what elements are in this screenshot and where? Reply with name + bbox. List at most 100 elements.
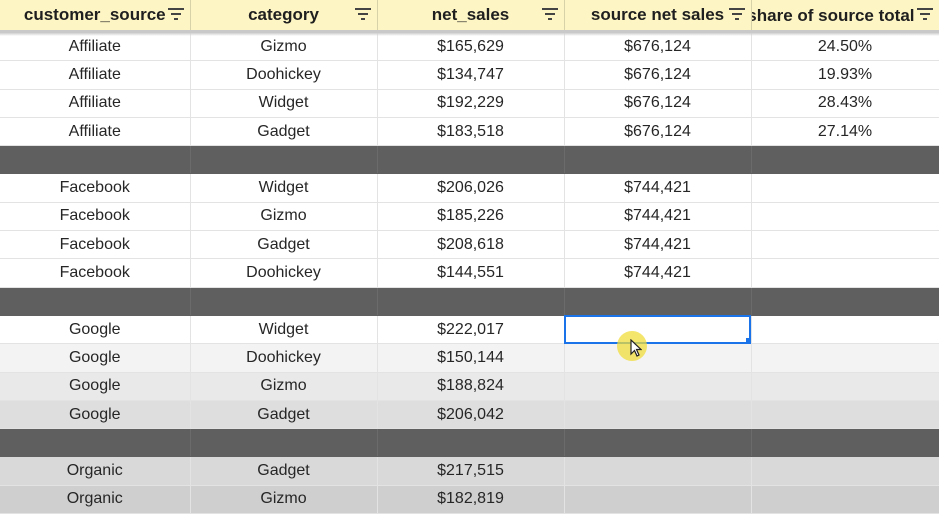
customer-source-cell[interactable]: Google: [0, 372, 191, 401]
source-net-sales-cell[interactable]: $676,124: [564, 89, 752, 118]
source-net-sales-cell[interactable]: [564, 343, 752, 373]
category-cell[interactable]: Doohickey: [190, 60, 378, 90]
category-cell[interactable]: Gadget: [190, 456, 378, 486]
frozen-header-shadow: [0, 33, 939, 36]
category-cell[interactable]: Gizmo: [190, 372, 378, 401]
share-of-source-total-cell[interactable]: [751, 258, 939, 288]
separator-cell[interactable]: [564, 287, 752, 316]
table-row: Google Widget $222,017: [0, 315, 939, 345]
share-of-source-total-cell[interactable]: 24.50%: [751, 31, 939, 62]
source-net-sales-cell[interactable]: $744,421: [564, 202, 752, 232]
separator-cell[interactable]: [190, 145, 378, 175]
net-sales-cell[interactable]: $150,144: [377, 343, 565, 373]
category-cell[interactable]: Gizmo: [190, 202, 378, 232]
separator-cell[interactable]: [377, 428, 565, 458]
customer-source-cell[interactable]: Facebook: [0, 230, 191, 260]
net-sales-cell[interactable]: $206,042: [377, 400, 565, 430]
source-net-sales-cell[interactable]: $676,124: [564, 31, 752, 62]
customer-source-cell[interactable]: Affiliate: [0, 60, 191, 90]
category-cell[interactable]: Doohickey: [190, 343, 378, 373]
selected-cell[interactable]: [564, 315, 752, 345]
share-of-source-total-cell[interactable]: [751, 173, 939, 203]
customer-source-cell[interactable]: Organic: [0, 456, 191, 486]
source-net-sales-cell[interactable]: $744,421: [564, 230, 752, 260]
column-header-customer-source[interactable]: customer_source: [0, 0, 191, 33]
net-sales-cell[interactable]: $188,824: [377, 372, 565, 401]
separator-cell[interactable]: [751, 145, 939, 175]
column-header-net-sales[interactable]: net_sales: [377, 0, 565, 33]
category-cell[interactable]: Gadget: [190, 117, 378, 147]
separator-cell[interactable]: [0, 428, 191, 458]
source-net-sales-cell[interactable]: [564, 400, 752, 430]
separator-cell[interactable]: [564, 145, 752, 175]
separator-cell[interactable]: [190, 428, 378, 458]
customer-source-cell[interactable]: Affiliate: [0, 89, 191, 118]
source-net-sales-cell[interactable]: $744,421: [564, 258, 752, 288]
customer-source-cell[interactable]: Organic: [0, 485, 191, 515]
customer-source-cell[interactable]: Google: [0, 343, 191, 373]
share-of-source-total-cell[interactable]: 27.14%: [751, 117, 939, 147]
category-cell[interactable]: Gizmo: [190, 31, 378, 62]
filter-icon[interactable]: [354, 8, 371, 20]
share-of-source-total-cell[interactable]: 19.93%: [751, 60, 939, 90]
net-sales-cell[interactable]: $144,551: [377, 258, 565, 288]
share-of-source-total-cell[interactable]: [751, 202, 939, 232]
net-sales-cell[interactable]: $182,819: [377, 485, 565, 515]
separator-cell[interactable]: [190, 287, 378, 316]
customer-source-cell[interactable]: Google: [0, 400, 191, 430]
customer-source-cell[interactable]: Facebook: [0, 202, 191, 232]
source-net-sales-cell[interactable]: $676,124: [564, 117, 752, 147]
source-net-sales-cell[interactable]: $676,124: [564, 60, 752, 90]
customer-source-cell[interactable]: Affiliate: [0, 117, 191, 147]
separator-cell[interactable]: [564, 428, 752, 458]
net-sales-cell[interactable]: $208,618: [377, 230, 565, 260]
filter-icon[interactable]: [728, 8, 745, 20]
net-sales-cell[interactable]: $185,226: [377, 202, 565, 232]
filter-icon[interactable]: [541, 8, 558, 20]
customer-source-cell[interactable]: Affiliate: [0, 31, 191, 62]
category-cell[interactable]: Gadget: [190, 230, 378, 260]
fill-handle[interactable]: [745, 338, 750, 343]
category-cell[interactable]: Widget: [190, 315, 378, 345]
share-of-source-total-cell[interactable]: [751, 485, 939, 515]
column-header-share-of-source-total[interactable]: share of source total: [751, 0, 939, 33]
category-cell[interactable]: Widget: [190, 89, 378, 118]
net-sales-cell[interactable]: $165,629: [377, 31, 565, 62]
column-header-category[interactable]: category: [190, 0, 378, 33]
source-net-sales-cell[interactable]: $744,421: [564, 173, 752, 203]
table-row: Affiliate Gizmo $165,629 $676,124 24.50%: [0, 31, 939, 62]
separator-cell[interactable]: [377, 287, 565, 316]
customer-source-cell[interactable]: Facebook: [0, 173, 191, 203]
column-header-source-net-sales[interactable]: source net sales: [564, 0, 752, 33]
category-cell[interactable]: Widget: [190, 173, 378, 203]
customer-source-cell[interactable]: Google: [0, 315, 191, 345]
separator-cell[interactable]: [751, 428, 939, 458]
net-sales-cell[interactable]: $206,026: [377, 173, 565, 203]
separator-cell[interactable]: [0, 145, 191, 175]
category-cell[interactable]: Gadget: [190, 400, 378, 430]
net-sales-cell[interactable]: $134,747: [377, 60, 565, 90]
net-sales-cell[interactable]: $183,518: [377, 117, 565, 147]
separator-cell[interactable]: [751, 287, 939, 316]
source-net-sales-cell[interactable]: [564, 456, 752, 486]
separator-cell[interactable]: [377, 145, 565, 175]
share-of-source-total-cell[interactable]: [751, 456, 939, 486]
share-of-source-total-cell[interactable]: [751, 400, 939, 430]
share-of-source-total-cell[interactable]: [751, 343, 939, 373]
filter-icon[interactable]: [916, 8, 933, 20]
category-cell[interactable]: Gizmo: [190, 485, 378, 515]
separator-cell[interactable]: [0, 287, 191, 316]
source-net-sales-cell[interactable]: [564, 372, 752, 401]
share-of-source-total-cell[interactable]: [751, 230, 939, 260]
category-cell[interactable]: Doohickey: [190, 258, 378, 288]
source-net-sales-cell[interactable]: [564, 485, 752, 515]
filter-icon[interactable]: [167, 8, 184, 20]
net-sales-cell[interactable]: $192,229: [377, 89, 565, 118]
net-sales-cell[interactable]: $217,515: [377, 456, 565, 486]
share-of-source-total-cell[interactable]: [751, 372, 939, 401]
net-sales-cell[interactable]: $222,017: [377, 315, 565, 345]
share-of-source-total-cell[interactable]: [751, 315, 939, 345]
customer-source-cell[interactable]: Facebook: [0, 258, 191, 288]
share-of-source-total-cell[interactable]: 28.43%: [751, 89, 939, 118]
